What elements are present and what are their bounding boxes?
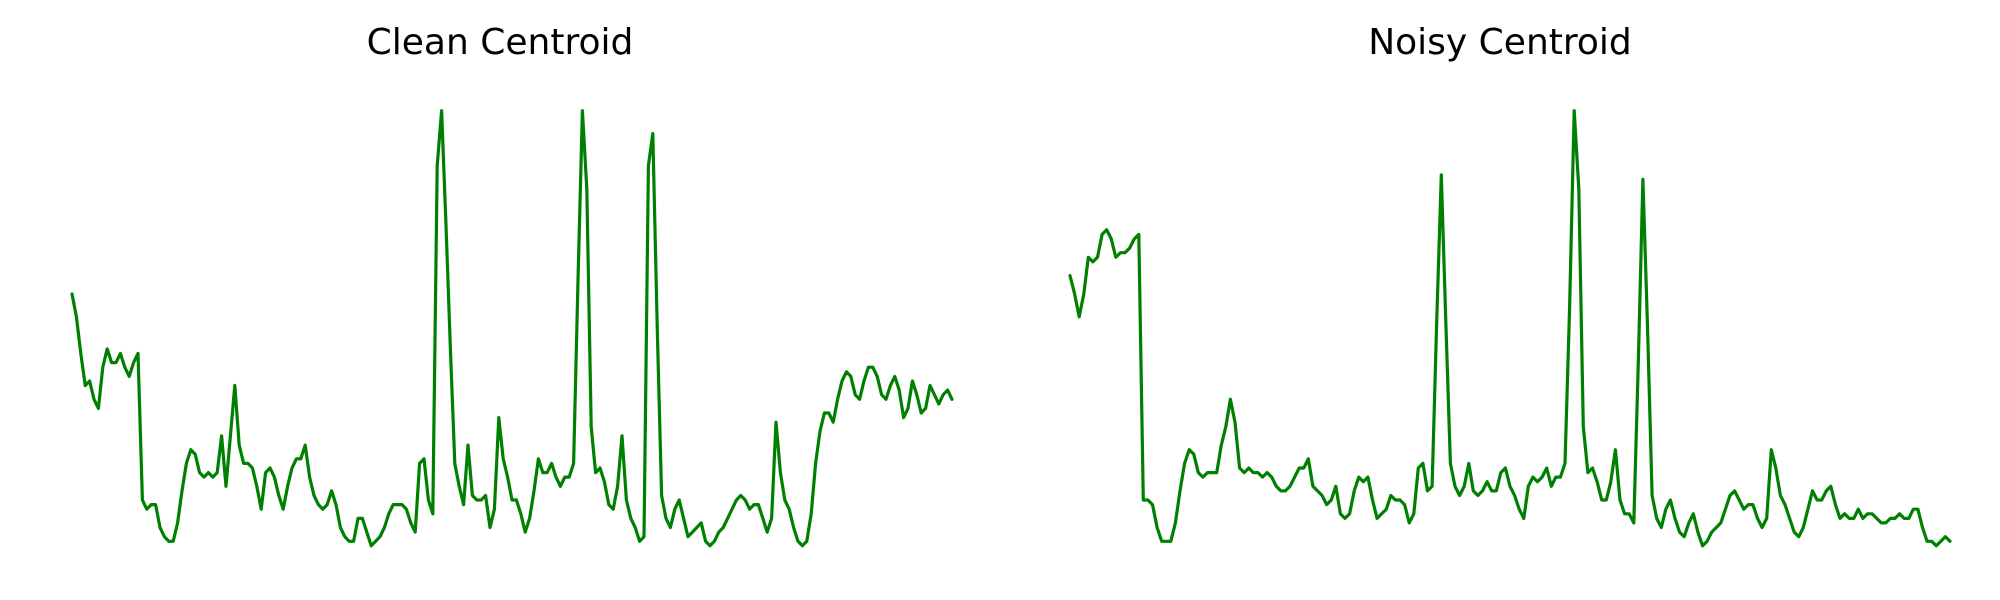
chart-title: Clean Centroid (366, 22, 634, 63)
series-line (70, 109, 954, 548)
series-line (1068, 109, 1952, 548)
chart-title: Noisy Centroid (1368, 22, 1632, 63)
chart-panel-clean: Clean Centroid (70, 22, 954, 548)
line-plot-clean (70, 109, 954, 548)
chart-panel-noisy: Noisy Centroid (1000, 0, 2000, 600)
line-plot-noisy (1068, 109, 1952, 548)
